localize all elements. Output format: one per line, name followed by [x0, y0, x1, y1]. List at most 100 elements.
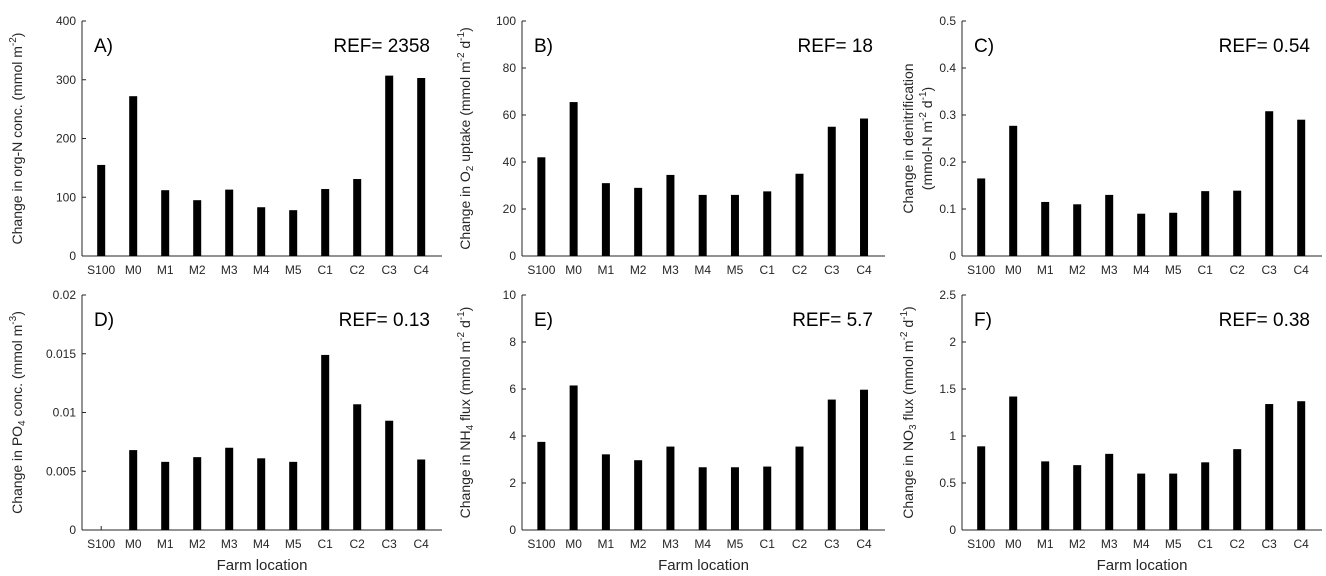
ref-label: REF= 5.7: [792, 310, 873, 331]
panel-label: B): [534, 36, 553, 57]
bar: [1137, 473, 1146, 530]
x-tick-label: C2: [1230, 537, 1246, 551]
bar: [193, 200, 202, 256]
x-tick-label: S100: [527, 537, 555, 551]
x-tick-label: S100: [87, 263, 115, 277]
x-tick-label: C3: [382, 537, 398, 551]
x-tick-label: M0: [1005, 263, 1022, 277]
x-tick-label: M5: [727, 263, 744, 277]
axis-label-part: ): [9, 33, 25, 38]
y-tick-label: 10: [503, 288, 517, 302]
x-tick-label: C1: [1198, 537, 1214, 551]
x-tick-label: C3: [824, 537, 840, 551]
bar: [860, 118, 869, 257]
axis-label-part: 4: [17, 420, 28, 426]
bar: [1169, 212, 1178, 256]
bar: [569, 385, 578, 530]
bar: [257, 458, 266, 530]
axis-label-part: Change in denitrification: [900, 63, 916, 213]
bar: [977, 178, 986, 256]
bar: [860, 389, 869, 530]
x-tick-label: C1: [318, 537, 334, 551]
x-tick-label: C1: [318, 263, 334, 277]
y-axis-label: Change in NO3 flux (mmol m-2 d-1): [899, 306, 919, 518]
bar: [321, 354, 330, 530]
y-tick-label: 0.015: [46, 347, 76, 361]
axis-label-part: ): [919, 87, 935, 92]
x-tick-label: C4: [1294, 537, 1310, 551]
bar: [1297, 401, 1306, 530]
y-tick-label: 0: [69, 249, 76, 263]
axis-label-part: -2: [899, 331, 910, 340]
x-tick-label: C2: [350, 263, 366, 277]
x-axis-label: Farm location: [658, 557, 749, 574]
y-axis-label: Change in O2 uptake (mmol m-2 d-1): [456, 27, 476, 250]
bar: [698, 194, 707, 256]
y-tick-label: 100: [496, 14, 516, 28]
y-tick-label: 0: [949, 523, 956, 537]
bar: [537, 441, 546, 530]
bar: [795, 173, 804, 256]
x-tick-label: M4: [694, 263, 711, 277]
ref-label: REF= 18: [797, 36, 873, 57]
x-tick-label: S100: [527, 263, 555, 277]
x-tick-label: M4: [1133, 537, 1150, 551]
x-tick-label: C2: [350, 537, 366, 551]
x-tick-label: M1: [1037, 263, 1054, 277]
bar: [1137, 213, 1146, 256]
y-tick-label: 0.4: [939, 61, 956, 75]
bar: [763, 466, 772, 530]
bar: [601, 454, 610, 530]
axis-label-part: -1: [918, 91, 929, 100]
x-tick-label: C2: [1230, 263, 1246, 277]
x-tick-label: M1: [598, 263, 615, 277]
x-tick-label: M0: [565, 537, 582, 551]
y-tick-label: 0.5: [939, 14, 956, 28]
bar: [1265, 404, 1274, 530]
x-tick-label: M4: [253, 537, 270, 551]
bar: [321, 189, 330, 256]
bar: [1073, 465, 1082, 530]
chart-panel: 0 0.005 0.01 0.015 0.02 S100 M0 M1 M2 M3 M4 M5 C1 C2 C…: [8, 288, 442, 574]
x-tick-label: M3: [1101, 537, 1118, 551]
axis-label-part: ): [457, 307, 473, 312]
axis-label-part: d: [919, 100, 935, 112]
bar: [698, 467, 707, 530]
y-tick-label: 2: [949, 335, 956, 349]
x-tick-label: C3: [1262, 263, 1278, 277]
y-tick-label: 1.5: [939, 382, 956, 396]
x-tick-label: M0: [125, 537, 142, 551]
y-tick-label: 0.2: [939, 155, 956, 169]
bar: [353, 179, 362, 256]
bar: [537, 157, 546, 256]
x-tick-label: C2: [792, 263, 808, 277]
axis-label-part: (mmol-N m: [919, 121, 935, 190]
x-tick-label: M0: [1005, 537, 1022, 551]
x-tick-label: M0: [565, 263, 582, 277]
x-tick-label: C4: [856, 537, 872, 551]
bar: [730, 467, 739, 530]
axis-label-part: d: [457, 320, 473, 332]
y-tick-label: 0.01: [53, 406, 77, 420]
x-tick-label: C2: [792, 537, 808, 551]
axis-label-part: -2: [456, 52, 467, 61]
x-axis-label: Farm location: [217, 557, 308, 574]
bar: [225, 447, 234, 530]
x-tick-label: M2: [1069, 537, 1086, 551]
x-tick-label: C4: [414, 537, 430, 551]
axis-label-part: 4: [465, 424, 476, 430]
bar: [666, 174, 675, 256]
y-tick-label: 0.5: [939, 476, 956, 490]
bar: [1169, 473, 1178, 530]
y-tick-label: 1: [949, 429, 956, 443]
bar: [289, 210, 298, 256]
bar: [634, 460, 643, 530]
y-axis-label: Change in PO4 conc. (mmol m-3): [8, 311, 28, 514]
bar: [1201, 462, 1210, 530]
bar: [289, 461, 298, 530]
bar: [1265, 111, 1274, 257]
axis-label-part: -2: [918, 112, 929, 121]
x-tick-label: M2: [630, 263, 647, 277]
bar: [257, 207, 266, 256]
y-axis-label-line-2: (mmol-N m-2 d-1): [918, 87, 935, 190]
